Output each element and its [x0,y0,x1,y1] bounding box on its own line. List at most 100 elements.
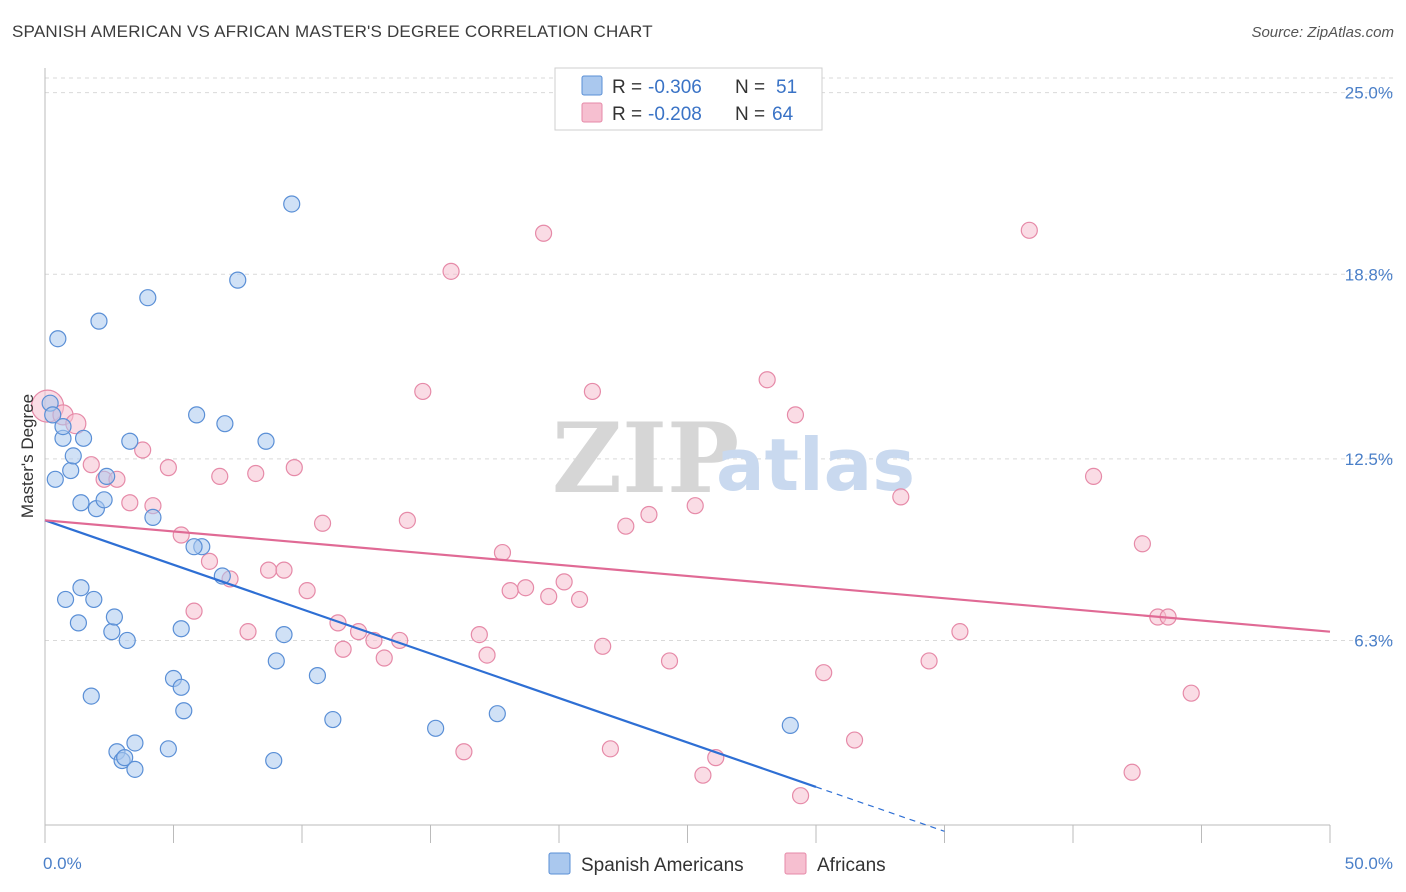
african-point [247,464,265,483]
spanish-american-point [781,716,799,735]
spanish-american-trend-extension [815,786,945,832]
spanish-american-point [175,702,193,720]
grid-lines [45,77,1395,641]
african-point [583,382,602,401]
african-point [470,625,488,644]
african-point [398,511,416,529]
african-point [540,587,558,606]
spanish-american-point [488,705,506,723]
african-point [159,459,177,477]
spanish-american-point [144,508,162,527]
african-point [1084,467,1103,485]
african-point [758,371,776,389]
african-point [375,649,393,667]
spanish-american-point [82,687,100,705]
y-tick-label: 12.5% [1345,450,1393,469]
spanish-american-point [324,710,342,729]
african-point [493,543,512,562]
bottom-legend-label-africans: Africans [817,855,886,876]
y-axis-label: Master's Degree [18,394,37,518]
spanish-american-point [49,330,67,348]
african-point [640,505,658,524]
legend-n-label-spanish: N = [735,77,765,98]
spanish-american-trend-line [44,519,817,788]
spanish-american-point [95,491,113,509]
african-point [211,467,229,485]
african-point [1182,684,1200,702]
spanish-american-point [62,461,80,480]
spanish-american-point [72,494,90,512]
african-point [455,743,473,761]
african-point [200,552,219,570]
spanish-american-point [56,590,75,609]
african-point [694,766,712,784]
legend-r-value-spanish: -0.306 [648,77,702,98]
spanish-american-point [185,538,203,556]
spanish-american-point [72,579,90,597]
african-trend-line [44,519,1331,633]
legend-r-value-africans: -0.208 [648,104,702,125]
african-point [334,640,352,658]
spanish-american-point [427,719,445,737]
african-point [951,623,969,641]
african-point [660,652,679,670]
spanish-american-point [69,614,88,632]
legend-swatch-spanish [581,75,603,96]
spanish-american-point [85,590,103,609]
x-tick-label: 50.0% [1345,854,1393,873]
african-point [815,664,833,682]
spanish-american-point [98,467,116,485]
spanish-american-point [275,625,293,644]
chart-source: Source: ZipAtlas.com [1251,24,1394,41]
spanish-american-point [44,406,62,424]
african-point [172,526,190,544]
legend-n-value-africans: 64 [772,104,794,125]
spanish-american-point [283,195,301,213]
african-point [501,582,519,600]
axes [44,68,1331,843]
african-point [259,561,278,579]
legend-r-label-africans: R = [612,104,642,125]
african-point [534,224,553,242]
spanish-american-point [126,760,144,778]
african-point [686,497,704,515]
spanish-american-point [216,415,234,433]
spanish-american-point [172,620,190,638]
african-point [82,456,100,474]
african-point [275,561,293,579]
spanish-american-point [188,406,206,424]
spanish-american-point [118,631,136,650]
african-point [570,590,589,609]
spanish-american-point [46,470,64,488]
spanish-american-point [90,312,108,330]
y-tick-label: 6.3% [1354,631,1393,650]
spanish-american-point [265,751,283,770]
african-point [414,382,432,401]
legend-r-label-spanish: R = [612,77,642,98]
african-point [617,517,635,535]
african-point [298,582,316,600]
african-point [594,637,612,655]
watermark-atlas: atlas [716,423,915,507]
african-point [1133,535,1151,553]
african-point [442,262,460,280]
african-point [121,494,139,512]
x-tick-label: 0.0% [43,854,82,873]
african-point [601,740,620,758]
legend-n-value-spanish: 51 [776,77,797,98]
spanish-american-point [139,289,157,307]
african-point [555,573,573,591]
spanish-american-point [121,432,139,450]
bottom-legend-label-spanish: Spanish Americans [581,855,744,876]
bottom-legend-swatch-spanish [548,852,571,875]
legend: R = -0.306 N = 51 R = -0.208 N = 64 [554,67,823,131]
spanish-american-point [267,652,285,670]
spanish-american-point [308,666,327,685]
african-point [478,646,496,664]
spanish-american-point [116,749,134,767]
african-point [892,488,910,506]
african-point [920,652,938,670]
chart-title: SPANISH AMERICAN VS AFRICAN MASTER'S DEG… [12,22,653,41]
african-point [329,614,347,632]
